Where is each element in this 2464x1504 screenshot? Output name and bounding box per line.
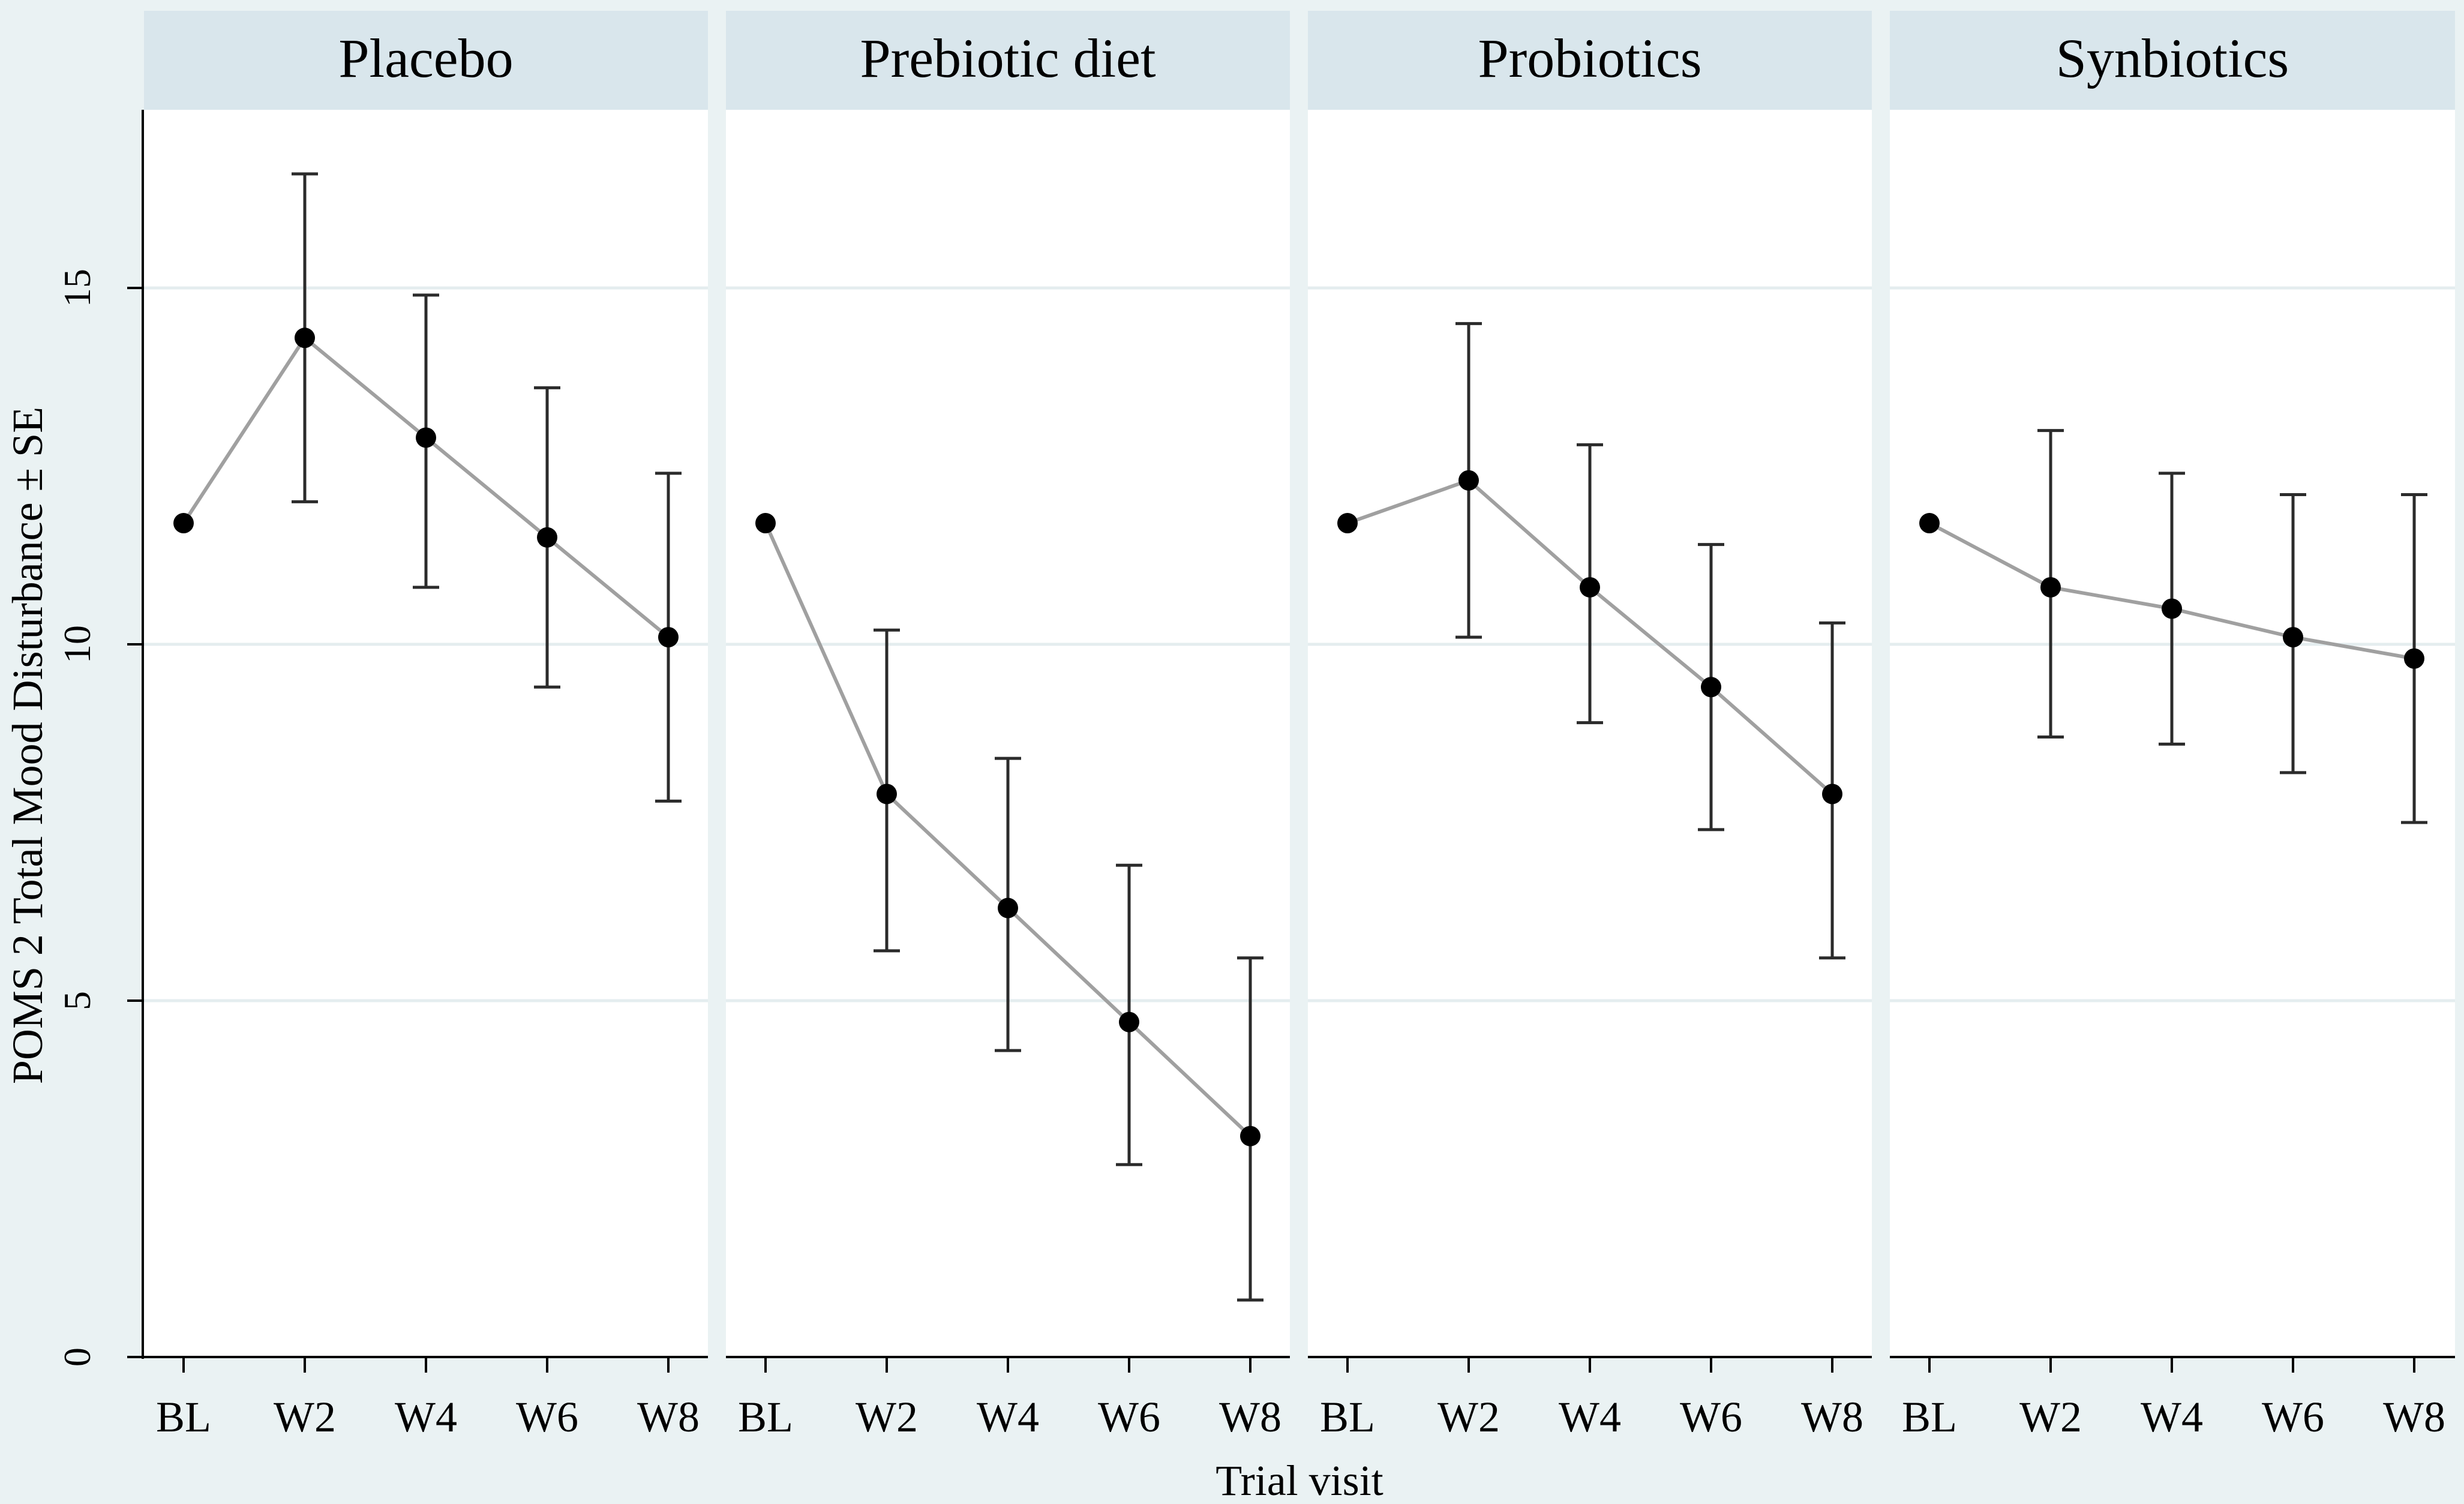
data-point <box>2283 627 2303 648</box>
x-tick-label: W2 <box>856 1393 918 1441</box>
data-point <box>1701 677 1721 698</box>
y-tick-label: 0 <box>56 1347 98 1367</box>
data-point <box>2404 648 2424 669</box>
x-tick-label: BL <box>1320 1393 1375 1441</box>
x-tick-label: W4 <box>977 1393 1039 1441</box>
facet-panel-2: Probiotics BL W2 W4 W6 W8 <box>1308 11 1872 1441</box>
x-tick-label: W8 <box>1219 1393 1281 1441</box>
x-tick-label: W2 <box>2019 1393 2082 1441</box>
data-point <box>658 627 679 648</box>
y-tick-label: 15 <box>56 269 98 307</box>
plot-area <box>726 110 1290 1357</box>
data-point <box>416 427 436 448</box>
data-point <box>1119 1011 1139 1032</box>
x-tick-label: W6 <box>516 1393 578 1441</box>
x-tick-label: W6 <box>1098 1393 1160 1441</box>
data-point <box>1919 513 1940 534</box>
x-tick-label: W2 <box>1437 1393 1500 1441</box>
x-tick-label: W6 <box>2262 1393 2324 1441</box>
facet-panel-3: Synbiotics BL W2 W4 W6 W8 <box>1890 11 2455 1441</box>
data-point <box>1240 1125 1260 1146</box>
facet-panel-0: Placebo BL W2 W4 W6 W8 <box>143 11 708 1441</box>
x-tick-label: BL <box>1902 1393 1957 1441</box>
y-axis-title: POMS 2 Total Mood Disturbance ± SE <box>4 407 52 1084</box>
data-point <box>877 783 897 804</box>
facet-title: Probiotics <box>1478 28 1701 89</box>
x-tick-label: W8 <box>2383 1393 2445 1441</box>
facet-strip <box>144 11 708 110</box>
plot-area <box>1308 110 1872 1357</box>
facet-strip <box>1308 11 1872 110</box>
facet-title: Synbiotics <box>2056 28 2289 89</box>
x-tick-label: W2 <box>274 1393 336 1441</box>
facet-title: Placebo <box>338 28 513 89</box>
x-tick-label: W6 <box>1680 1393 1742 1441</box>
data-point <box>1458 470 1479 491</box>
x-tick-label: W4 <box>395 1393 457 1441</box>
x-axis-title: Trial visit <box>1216 1457 1383 1504</box>
data-point <box>537 527 557 548</box>
x-tick-label: W4 <box>2141 1393 2203 1441</box>
data-point <box>2162 598 2182 619</box>
data-point <box>1822 783 1842 804</box>
data-point <box>998 897 1018 918</box>
facet-title: Prebiotic diet <box>860 28 1156 89</box>
y-tick-label: 10 <box>56 625 98 664</box>
facet-strip <box>726 11 1290 110</box>
facet-panel-1: Prebiotic diet BL W2 W4 W6 W8 <box>726 11 1290 1441</box>
data-point <box>2040 577 2061 598</box>
x-tick-label: BL <box>738 1393 793 1441</box>
x-tick-label: W4 <box>1559 1393 1621 1441</box>
data-point <box>173 513 194 534</box>
data-point <box>1337 513 1358 534</box>
data-point <box>755 513 776 534</box>
x-tick-label: W8 <box>1801 1393 1863 1441</box>
data-point <box>295 328 315 349</box>
x-tick-label: W8 <box>637 1393 700 1441</box>
y-tick-label: 5 <box>56 991 98 1010</box>
data-point <box>1580 577 1600 598</box>
facet-strip <box>1890 11 2455 110</box>
x-tick-label: BL <box>156 1393 211 1441</box>
